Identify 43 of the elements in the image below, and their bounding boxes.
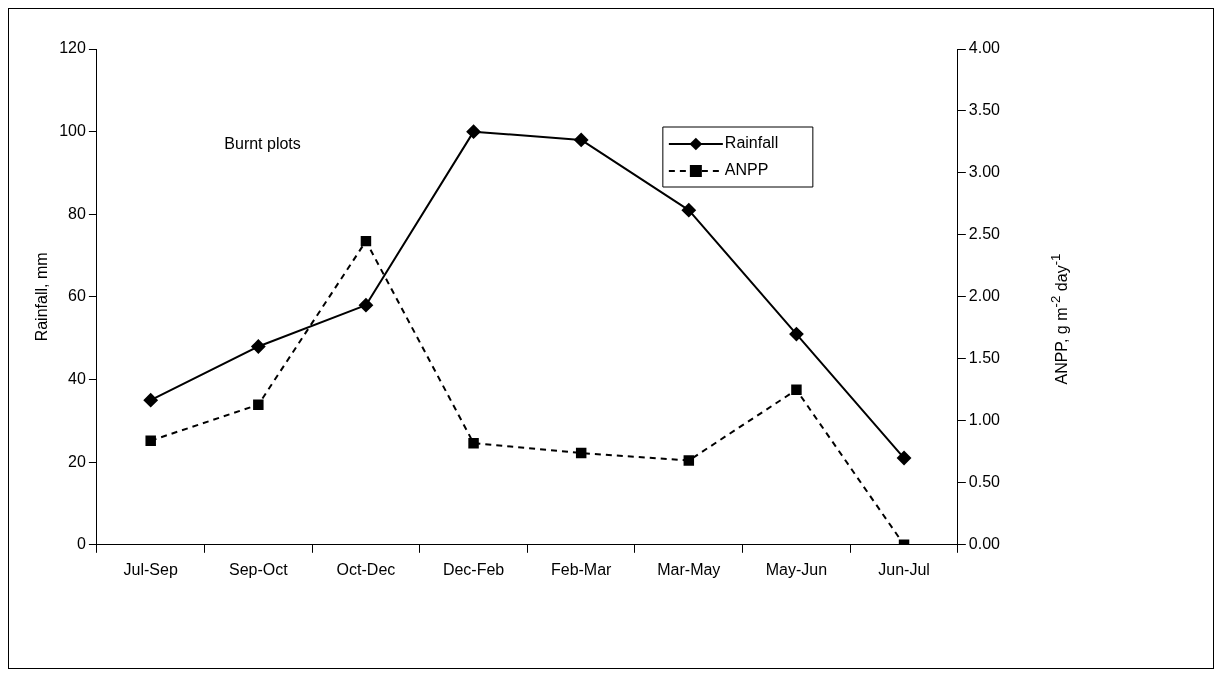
y2-tick-label: 3.50	[968, 101, 1001, 119]
legend-label: ANPP	[724, 161, 769, 179]
point	[683, 455, 695, 466]
x-tick-label: Dec-Feb	[442, 560, 505, 578]
point	[253, 399, 264, 410]
point	[251, 339, 266, 354]
y2-tick-label: 3.00	[968, 163, 1001, 181]
y-tick-label: 120	[59, 39, 86, 57]
y2-tick-label: 0.50	[968, 473, 1001, 491]
x-tick-label: Sep-Oct	[228, 560, 289, 578]
point	[897, 451, 912, 466]
x-tick-label: Jun-Jul	[878, 560, 930, 578]
y2-tick-label: 1.00	[968, 411, 1001, 429]
x-tick-label: Feb-Mar	[550, 560, 613, 578]
point	[791, 384, 802, 396]
point	[681, 203, 696, 218]
point	[143, 393, 158, 408]
y2-tick-label: 0.00	[968, 535, 1001, 553]
x-tick-label: May-Jun	[765, 560, 828, 578]
point	[468, 437, 479, 449]
y-tick-label: 80	[68, 204, 86, 222]
point	[574, 132, 589, 147]
y2-tick-label: 2.50	[968, 225, 1001, 243]
y-tick-label: 40	[68, 369, 86, 387]
point	[789, 327, 804, 342]
y2-tick-label: 2.00	[968, 287, 1001, 305]
x-tick-label: Oct-Dec	[336, 560, 396, 578]
point	[466, 124, 481, 139]
y-axis-title: Rainfall, mm	[33, 252, 51, 342]
point	[575, 447, 587, 459]
y-tick-label: 60	[68, 287, 86, 305]
x-tick-label: Jul-Sep	[123, 560, 178, 578]
legend-label: Rainfall	[724, 134, 779, 152]
x-tick-label: Mar-May	[657, 560, 721, 578]
y2-tick-label: 1.50	[968, 349, 1001, 367]
point	[358, 298, 373, 313]
point	[145, 435, 156, 446]
y2-tick-label: 4.00	[968, 39, 1001, 57]
y-tick-label: 20	[68, 452, 86, 470]
y-tick-label: 0	[76, 535, 86, 553]
y-tick-label: 100	[59, 122, 86, 140]
point	[360, 235, 372, 247]
annotation: Burnt plots	[224, 135, 301, 152]
